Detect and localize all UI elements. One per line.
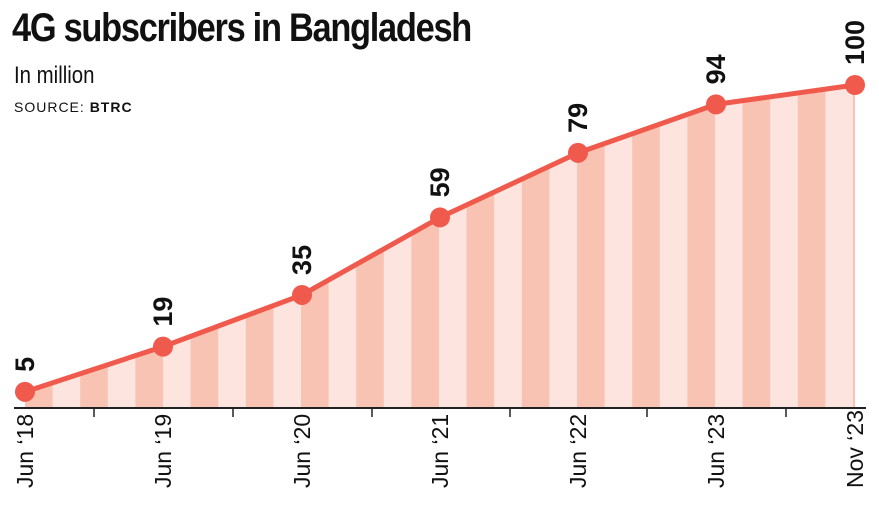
area-stripe — [466, 85, 495, 408]
area-stripe — [273, 85, 302, 408]
data-point — [430, 207, 450, 228]
area-stripe — [825, 85, 854, 408]
data-label: 19 — [148, 297, 178, 327]
chart-subtitle: In million — [14, 62, 95, 89]
area-stripe — [356, 85, 385, 408]
area-stripe — [135, 85, 164, 408]
chart-title: 4G subscribers in Bangladesh — [12, 6, 472, 50]
area-stripe — [632, 85, 661, 408]
data-label: 5 — [10, 357, 40, 372]
area-stripe — [742, 85, 771, 408]
data-point — [568, 142, 588, 163]
area-stripe — [659, 85, 688, 408]
x-tick-label: Jun ‘21 — [427, 414, 453, 488]
area-stripe — [439, 85, 468, 408]
source-value: BTRC — [89, 99, 133, 115]
area-stripe — [494, 85, 523, 408]
data-label: 94 — [701, 54, 731, 84]
area-stripe — [80, 85, 109, 408]
data-label: 79 — [563, 103, 593, 133]
area-stripe — [163, 85, 192, 408]
area-stripe — [770, 85, 799, 408]
area-stripe — [687, 85, 716, 408]
data-label: 59 — [425, 167, 455, 197]
x-tick-label: Jun ‘22 — [565, 414, 591, 488]
data-label: 35 — [287, 245, 317, 275]
area-stripe — [715, 85, 744, 408]
area-stripe — [521, 85, 550, 408]
data-point — [153, 336, 173, 357]
x-tick-label: Jun ‘20 — [289, 414, 315, 488]
area-stripe — [301, 85, 330, 408]
x-tick-label: Jun ‘19 — [150, 414, 176, 488]
area-stripe — [411, 85, 440, 408]
data-label: 100 — [840, 20, 870, 65]
x-tick-label: Nov ‘23 — [842, 410, 868, 488]
area-stripe — [218, 85, 247, 408]
x-tick-label: Jun ‘23 — [703, 414, 729, 488]
area-stripe — [328, 85, 357, 408]
chart-source: SOURCE: BTRC — [14, 99, 133, 115]
area-stripe — [245, 85, 274, 408]
data-point — [706, 94, 726, 115]
area-stripe — [797, 85, 826, 408]
data-point — [292, 284, 312, 305]
area-stripe — [604, 85, 633, 408]
data-point — [845, 75, 865, 95]
x-tick-label: Jun ‘18 — [12, 414, 38, 488]
area-stripe — [853, 85, 855, 408]
data-point — [15, 381, 35, 402]
area-stripe — [52, 85, 81, 408]
area-fill — [25, 85, 855, 408]
source-label: SOURCE: — [14, 99, 85, 115]
area-stripe — [190, 85, 219, 408]
